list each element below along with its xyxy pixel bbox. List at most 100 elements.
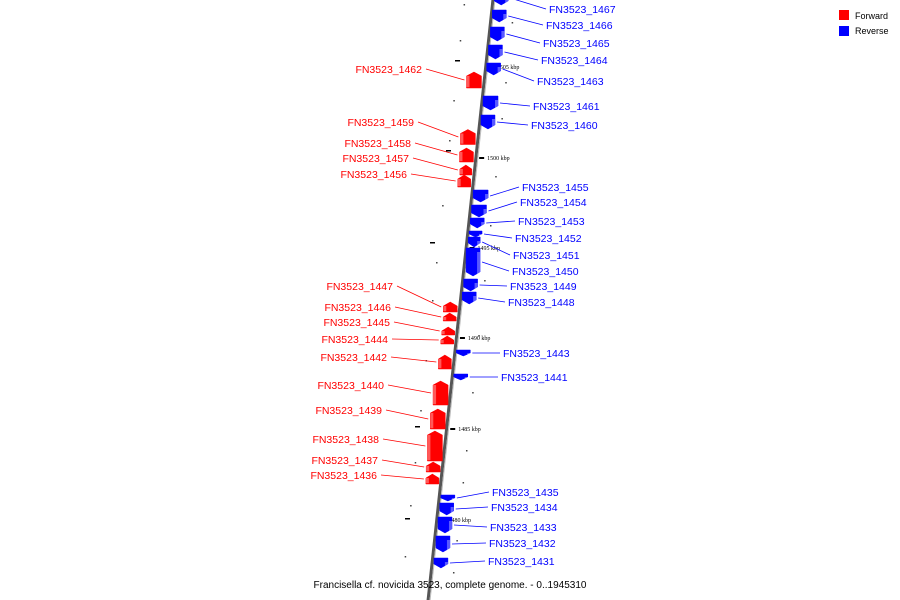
gene-label[interactable]: FN3523_1459 xyxy=(347,117,414,129)
gene-label[interactable]: FN3523_1442 xyxy=(320,352,387,364)
gene-fn3523-1433[interactable]: FN3523_1433 xyxy=(437,516,557,534)
gene-arrow[interactable] xyxy=(490,26,505,42)
gene-arrow[interactable] xyxy=(442,312,457,322)
gene-fn3523-1454[interactable]: FN3523_1454 xyxy=(471,197,587,218)
gene-label[interactable]: FN3523_1448 xyxy=(508,297,575,309)
gene-label[interactable]: FN3523_1447 xyxy=(326,281,393,293)
gene-arrow[interactable] xyxy=(425,473,440,485)
gene-label[interactable]: FN3523_1457 xyxy=(342,153,409,165)
gene-fn3523-1455[interactable]: FN3523_1455 xyxy=(472,182,589,203)
gene-fn3523-1460[interactable]: FN3523_1460 xyxy=(480,114,598,132)
gene-arrow[interactable] xyxy=(471,204,487,218)
gene-fn3523-1458[interactable]: FN3523_1458 xyxy=(344,138,474,163)
gene-fn3523-1434[interactable]: FN3523_1434 xyxy=(439,502,558,516)
gene-arrow[interactable] xyxy=(433,557,449,569)
gene-arrow[interactable] xyxy=(435,535,451,553)
gene-fn3523-1431[interactable]: FN3523_1431 xyxy=(433,556,555,569)
gene-label[interactable]: FN3523_1465 xyxy=(543,38,610,50)
gene-fn3523-1465[interactable]: FN3523_1465 xyxy=(490,26,610,50)
gene-fn3523-1446[interactable]: FN3523_1446 xyxy=(324,302,457,322)
gene-fn3523-1463[interactable]: FN3523_1463 xyxy=(486,62,604,88)
gene-fn3523-1464[interactable]: FN3523_1464 xyxy=(488,44,608,67)
gene-fn3523-1448[interactable]: FN3523_1448 xyxy=(461,291,575,309)
gene-label[interactable]: FN3523_1452 xyxy=(515,233,582,245)
gene-arrow[interactable] xyxy=(456,349,471,357)
gene-label[interactable]: FN3523_1440 xyxy=(317,380,384,392)
gene-fn3523-1443[interactable]: FN3523_1443 xyxy=(456,348,570,360)
gene-fn3523-1452[interactable]: FN3523_1452 xyxy=(468,230,582,245)
gene-fn3523-1456[interactable]: FN3523_1456 xyxy=(340,169,471,188)
gene-arrow[interactable] xyxy=(486,62,501,76)
gene-arrow[interactable] xyxy=(440,335,454,345)
gene-arrow[interactable] xyxy=(472,189,489,203)
gene-arrow[interactable] xyxy=(425,461,441,473)
gene-arrow[interactable] xyxy=(467,236,481,248)
gene-arrow[interactable] xyxy=(461,291,477,305)
gene-fn3523-1436[interactable]: FN3523_1436 xyxy=(310,470,440,485)
gene-arrow[interactable] xyxy=(493,0,509,6)
gene-label[interactable]: FN3523_1437 xyxy=(311,455,378,467)
gene-fn3523-1438[interactable]: FN3523_1438 xyxy=(312,430,443,462)
gene-label[interactable]: FN3523_1434 xyxy=(491,502,558,514)
gene-fn3523-1445[interactable]: FN3523_1445 xyxy=(323,317,455,336)
gene-label[interactable]: FN3523_1445 xyxy=(323,317,390,329)
gene-fn3523-1440[interactable]: FN3523_1440 xyxy=(317,380,449,406)
gene-arrow[interactable] xyxy=(459,164,473,176)
gene-fn3523-1435[interactable]: FN3523_1435 xyxy=(440,487,559,502)
gene-arrow[interactable] xyxy=(459,147,474,163)
gene-label[interactable]: FN3523_1466 xyxy=(546,20,613,32)
gene-label[interactable]: FN3523_1432 xyxy=(489,538,556,550)
gene-label[interactable]: FN3523_1451 xyxy=(513,250,580,262)
gene-fn3523-1467[interactable]: FN3523_1467 xyxy=(493,0,616,16)
gene-arrow[interactable] xyxy=(468,230,483,238)
gene-label[interactable]: FN3523_1436 xyxy=(310,470,377,482)
gene-arrow[interactable] xyxy=(453,373,469,381)
gene-fn3523-1439[interactable]: FN3523_1439 xyxy=(315,405,446,430)
gene-label[interactable]: FN3523_1431 xyxy=(488,556,555,568)
gene-label[interactable]: FN3523_1462 xyxy=(355,64,422,76)
gene-label[interactable]: FN3523_1444 xyxy=(321,334,388,346)
gene-fn3523-1449[interactable]: FN3523_1449 xyxy=(463,278,577,293)
gene-fn3523-1457[interactable]: FN3523_1457 xyxy=(342,153,473,176)
gene-arrow[interactable] xyxy=(465,247,481,277)
gene-fn3523-1451[interactable]: FN3523_1451 xyxy=(467,236,580,262)
gene-fn3523-1453[interactable]: FN3523_1453 xyxy=(469,216,585,229)
gene-fn3523-1437[interactable]: FN3523_1437 xyxy=(311,455,441,473)
gene-arrow[interactable] xyxy=(439,502,454,516)
gene-label[interactable]: FN3523_1455 xyxy=(522,182,589,194)
gene-arrow[interactable] xyxy=(441,326,455,336)
gene-fn3523-1447[interactable]: FN3523_1447 xyxy=(326,281,458,313)
gene-arrow[interactable] xyxy=(480,114,496,130)
gene-arrow[interactable] xyxy=(469,217,485,229)
gene-arrow[interactable] xyxy=(432,380,449,406)
gene-arrow[interactable] xyxy=(482,95,499,111)
gene-arrow[interactable] xyxy=(442,301,458,313)
gene-label[interactable]: FN3523_1454 xyxy=(520,197,587,209)
gene-arrow[interactable] xyxy=(430,408,446,430)
gene-arrow[interactable] xyxy=(460,129,476,145)
gene-label[interactable]: FN3523_1456 xyxy=(340,169,407,181)
gene-label[interactable]: FN3523_1463 xyxy=(537,76,604,88)
gene-fn3523-1459[interactable]: FN3523_1459 xyxy=(347,117,476,145)
gene-fn3523-1442[interactable]: FN3523_1442 xyxy=(320,352,452,370)
gene-arrow[interactable] xyxy=(463,278,478,292)
gene-arrow[interactable] xyxy=(437,516,453,534)
gene-label[interactable]: FN3523_1439 xyxy=(315,405,382,417)
gene-arrow[interactable] xyxy=(466,71,482,89)
gene-label[interactable]: FN3523_1433 xyxy=(490,522,557,534)
gene-label[interactable]: FN3523_1458 xyxy=(344,138,411,150)
gene-fn3523-1462[interactable]: FN3523_1462 xyxy=(355,64,482,89)
gene-label[interactable]: FN3523_1435 xyxy=(492,487,559,499)
gene-label[interactable]: FN3523_1453 xyxy=(518,216,585,228)
gene-label[interactable]: FN3523_1464 xyxy=(541,55,608,67)
gene-label[interactable]: FN3523_1446 xyxy=(324,302,391,314)
gene-fn3523-1450[interactable]: FN3523_1450 xyxy=(465,247,579,278)
gene-arrow[interactable] xyxy=(440,494,456,502)
gene-fn3523-1461[interactable]: FN3523_1461 xyxy=(482,95,600,113)
gene-label[interactable]: FN3523_1450 xyxy=(512,266,579,278)
gene-arrow[interactable] xyxy=(492,9,507,23)
gene-label[interactable]: FN3523_1438 xyxy=(312,434,379,446)
gene-fn3523-1432[interactable]: FN3523_1432 xyxy=(435,535,556,553)
gene-arrow[interactable] xyxy=(457,174,471,188)
gene-label[interactable]: FN3523_1461 xyxy=(533,101,600,113)
